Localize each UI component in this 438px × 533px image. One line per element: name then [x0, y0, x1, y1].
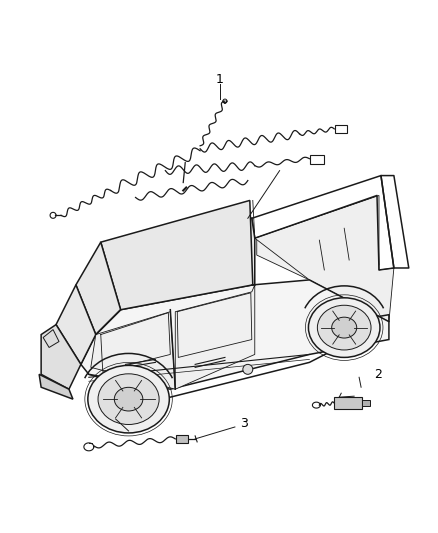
Text: 1: 1 [216, 72, 224, 86]
Polygon shape [250, 219, 255, 285]
Polygon shape [91, 312, 175, 389]
Bar [176, 435, 188, 443]
Ellipse shape [332, 317, 357, 338]
Bar [362, 400, 370, 406]
Text: 3: 3 [240, 417, 248, 431]
Bar [335, 125, 347, 133]
Polygon shape [81, 280, 389, 389]
Polygon shape [43, 329, 59, 348]
Polygon shape [255, 196, 394, 321]
Polygon shape [76, 242, 120, 335]
Circle shape [243, 365, 253, 374]
Bar [311, 155, 324, 164]
Polygon shape [39, 374, 73, 399]
Ellipse shape [308, 298, 380, 358]
Ellipse shape [98, 374, 159, 424]
Polygon shape [41, 325, 81, 389]
Ellipse shape [318, 305, 371, 350]
Polygon shape [101, 200, 253, 310]
Polygon shape [56, 285, 96, 365]
Text: 2: 2 [374, 368, 382, 381]
Polygon shape [175, 285, 255, 389]
Polygon shape [257, 197, 379, 280]
Bar [334, 397, 362, 409]
Ellipse shape [88, 365, 170, 433]
Ellipse shape [114, 387, 143, 411]
